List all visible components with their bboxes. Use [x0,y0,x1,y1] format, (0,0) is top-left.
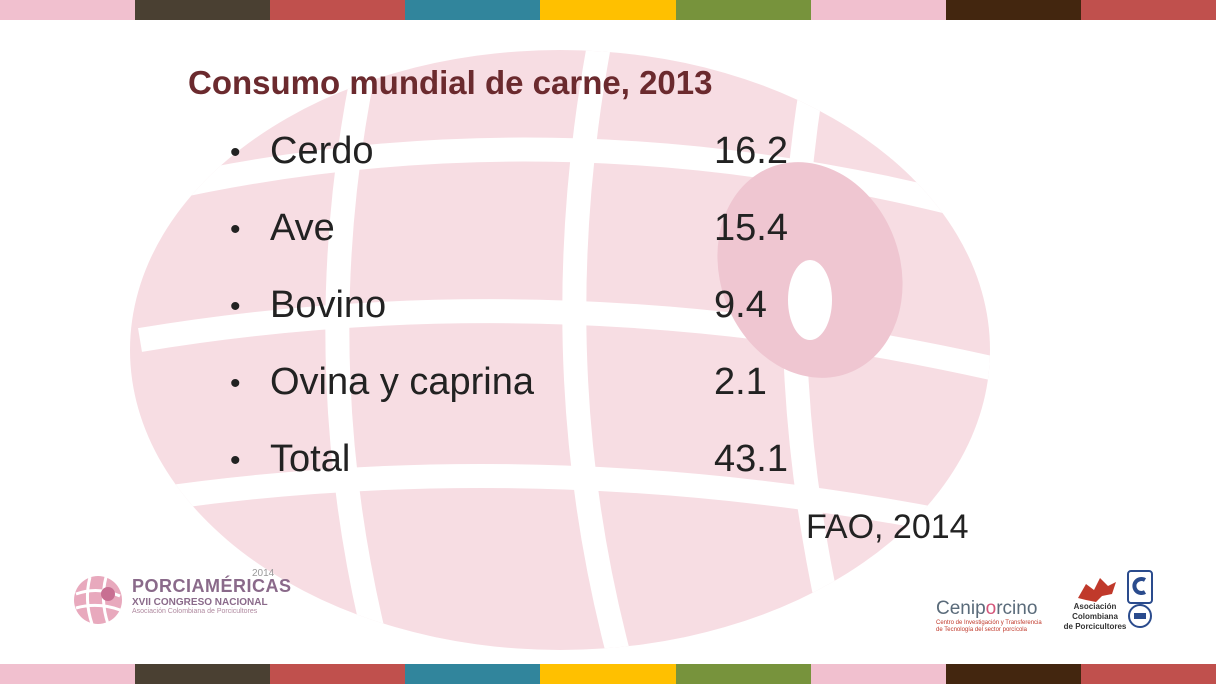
list-item-ave: • Ave 15.4 [230,207,830,284]
bottom-color-stripe [0,664,1216,684]
porciamericas-org: Asociación Colombiana de Porcicultores [132,608,258,615]
stripe-brown [945,664,1081,684]
porciamericas-logo: 2014 PORCIAMÉRICAS XVII CONGRESO NACIONA… [70,568,292,628]
ceniporcino-name-prefix: Cenip [936,598,986,619]
globe-watermark [130,50,990,650]
item-value: 43.1 [714,438,788,480]
item-value: 9.4 [714,284,767,326]
stripe-green [675,0,811,20]
ceniporcino-tagline-2: de Tecnología del sector porcícola [936,627,1027,633]
item-value: 15.4 [714,207,788,249]
ceniporcino-tagline-1: Centro de Investigación y Transferencia [936,620,1042,626]
item-value: 2.1 [714,361,767,403]
top-color-stripe [0,0,1216,20]
meat-consumption-list: • Cerdo 16.2 • Ave 15.4 • Bovino 9.4 • O… [230,130,830,515]
stripe-pink [0,0,136,20]
bullet-icon: • [230,367,241,400]
ceniporcino-name-suffix: rcino [996,598,1038,619]
list-item-cerdo: • Cerdo 16.2 [230,130,830,207]
stripe-green [675,664,811,684]
certification-seal-icon [1127,570,1153,628]
stripe-red [270,664,406,684]
porciamericas-name: PORCIAMÉRICAS [132,576,292,596]
stripe-yellow [540,0,676,20]
bullet-icon: • [230,444,241,477]
stripe-olive-dark [135,664,271,684]
item-label: Bovino [270,284,387,326]
stripe-teal [405,664,541,684]
stripe-yellow [540,664,676,684]
asociacion-logo-mark [1078,578,1116,602]
stripe-red [270,0,406,20]
list-item-total: • Total 43.1 [230,438,830,515]
item-value: 16.2 [714,130,788,172]
slide-title: Consumo mundial de carne, 2013 [188,64,713,101]
bullet-icon: • [230,213,241,246]
stripe-red [1080,0,1216,20]
stripe-pink [0,664,136,684]
source-citation: FAO, 2014 [806,508,969,546]
asociacion-name: Asociación Colombiana de Porcicultores [1063,602,1127,631]
item-label: Ovina y caprina [270,361,535,403]
stripe-pink [810,664,946,684]
stripe-red [1080,664,1216,684]
list-item-bovino: • Bovino 9.4 [230,284,830,361]
list-item-ovina-caprina: • Ovina y caprina 2.1 [230,361,830,438]
item-label: Cerdo [270,130,374,172]
item-label: Ave [270,207,335,249]
stripe-teal [405,0,541,20]
item-label: Total [270,438,351,480]
stripe-olive-dark [135,0,271,20]
ceniporcino-o: o [985,598,997,619]
stripe-pink [810,0,946,20]
bullet-icon: • [230,290,241,323]
ceniporcino-logo: Ceniporcino Centro de Investigación y Tr… [936,598,1042,634]
porciamericas-year: 2014 [252,568,275,579]
bullet-icon: • [230,136,241,169]
porciamericas-globe-icon [74,576,122,625]
stripe-brown [945,0,1081,20]
porciamericas-event: XVII CONGRESO NACIONAL [132,597,268,608]
